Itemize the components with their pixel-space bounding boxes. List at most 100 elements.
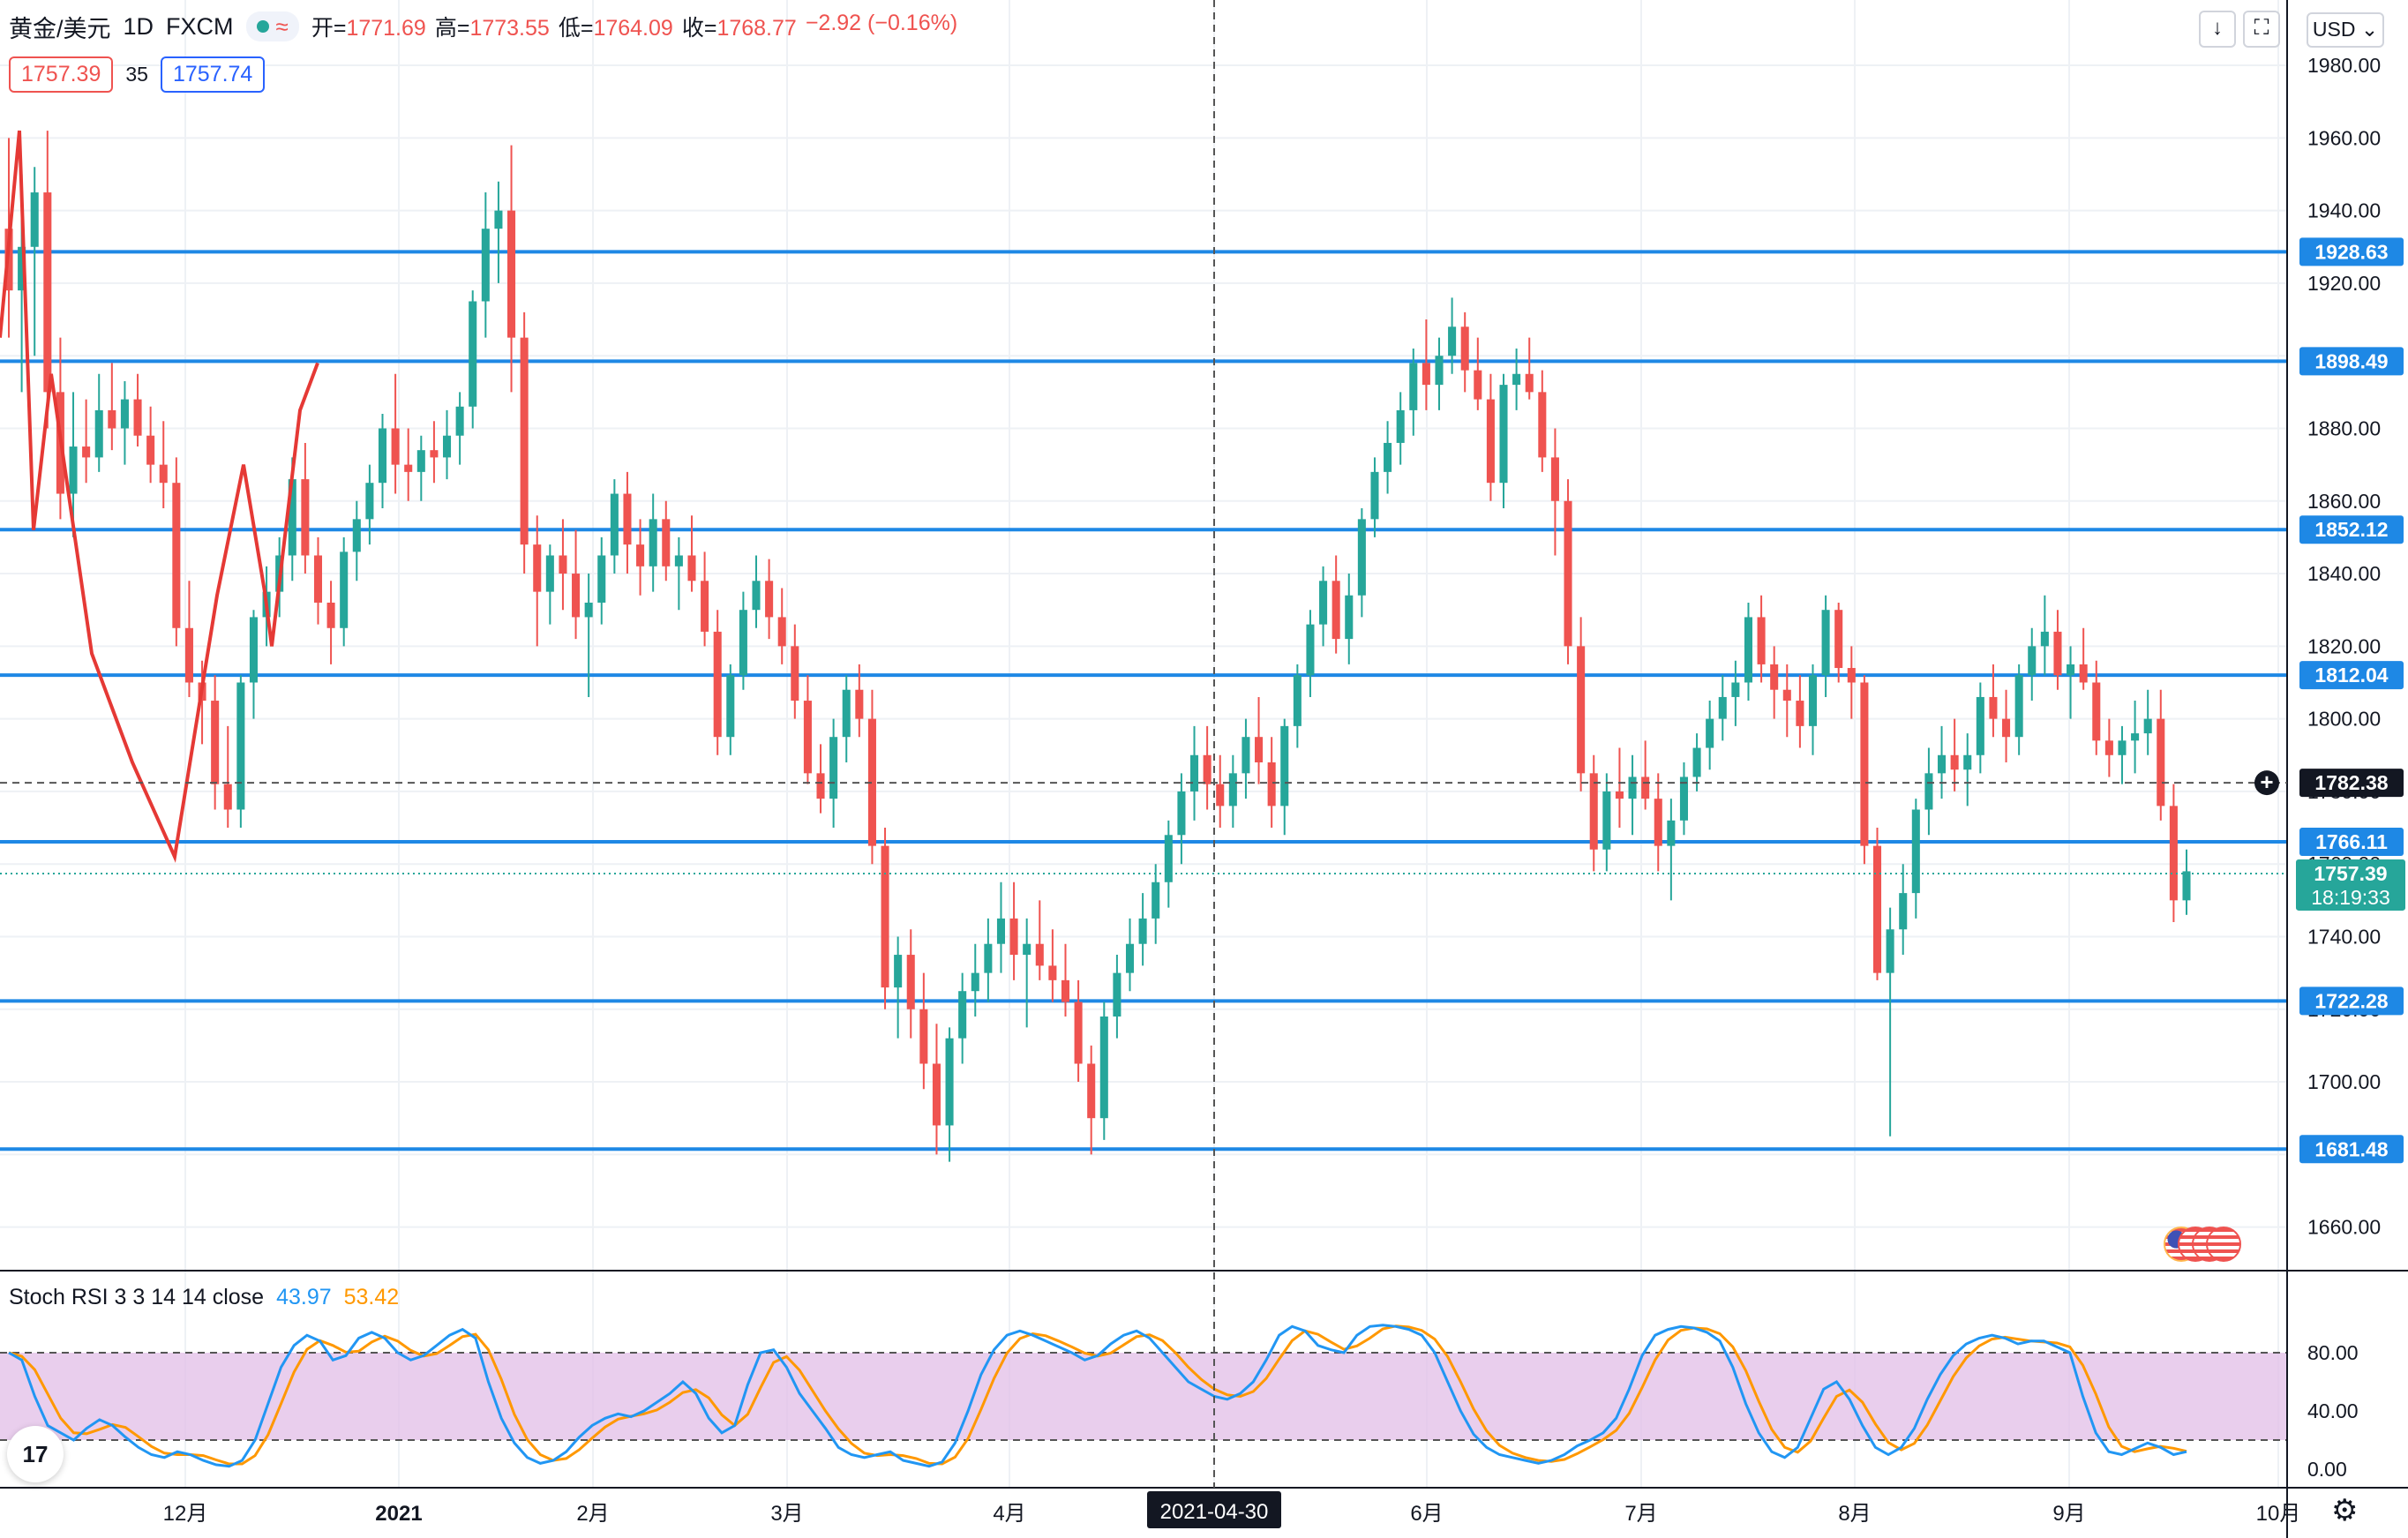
candle xyxy=(2002,718,2011,738)
candle xyxy=(288,479,296,556)
ohlc-values: 开=1771.69 高=1773.55 低=1764.09 收=1768.77 … xyxy=(311,11,958,41)
candle xyxy=(1306,624,1315,676)
candle xyxy=(945,1038,954,1126)
candle xyxy=(1782,689,1791,701)
candle xyxy=(1512,373,1521,386)
x-tick-label: 7月 xyxy=(1624,1502,1657,1526)
candle xyxy=(584,602,593,618)
candle xyxy=(559,555,567,574)
y-tick-label: 1940.00 xyxy=(2307,199,2381,222)
candle xyxy=(120,399,129,429)
candle xyxy=(1847,668,1856,683)
candle xyxy=(430,450,439,458)
candle xyxy=(1872,845,1882,973)
level-price-tag xyxy=(2299,661,2404,690)
tradingview-logo-icon[interactable]: 17 xyxy=(7,1426,64,1482)
candle xyxy=(1189,754,1199,792)
candle xyxy=(442,435,452,458)
candle xyxy=(1538,392,1547,458)
candle xyxy=(172,483,181,628)
candle xyxy=(1976,696,1984,755)
candle xyxy=(352,519,361,552)
candle xyxy=(2157,718,2165,807)
candle xyxy=(1796,701,1804,726)
candle xyxy=(1770,664,1779,690)
x-tick-label: 3月 xyxy=(770,1502,803,1526)
d-value: 53.42 xyxy=(343,1285,400,1309)
candle xyxy=(1113,972,1121,1017)
candle xyxy=(713,631,722,738)
candle xyxy=(739,610,747,676)
candle xyxy=(1950,754,1959,770)
candle xyxy=(2028,646,2037,676)
candle xyxy=(572,574,581,618)
gear-icon[interactable]: ⚙ xyxy=(2331,1494,2359,1527)
interval[interactable]: 1D xyxy=(123,12,154,40)
currency-select[interactable]: USD ⌄ xyxy=(2307,12,2384,48)
stoch-band-fill xyxy=(0,1353,2287,1440)
sell-price-button[interactable]: 1757.39 xyxy=(9,56,114,93)
market-status-badge[interactable]: ≈ xyxy=(245,11,299,41)
candle xyxy=(1332,581,1340,640)
candle xyxy=(636,544,645,566)
candle xyxy=(1474,370,1482,400)
candle xyxy=(236,682,245,810)
candle xyxy=(1731,682,1740,697)
candle xyxy=(18,246,26,291)
candle xyxy=(765,581,774,618)
candle xyxy=(469,301,477,407)
candle xyxy=(1087,1063,1096,1119)
candle xyxy=(1422,363,1430,386)
zigzag-drawing xyxy=(0,130,319,863)
x-tick-label: 12月 xyxy=(163,1502,208,1526)
candle xyxy=(816,773,825,799)
candle xyxy=(340,551,349,628)
indicator-name: Stoch RSI 3 3 14 14 close xyxy=(9,1285,265,1309)
level-price-label: 1812.04 xyxy=(2314,664,2388,686)
economic-events-flags[interactable] xyxy=(2164,1227,2241,1262)
candle xyxy=(30,192,39,247)
candle xyxy=(455,406,464,436)
candle xyxy=(1550,457,1559,501)
level-price-label: 1722.28 xyxy=(2314,989,2388,1012)
candle xyxy=(1860,682,1869,846)
candle xyxy=(507,210,516,338)
flag-icon xyxy=(2206,1227,2241,1262)
candle xyxy=(1744,617,1753,683)
candle xyxy=(777,617,786,647)
stoch-k-line xyxy=(8,1324,2187,1468)
x-tick-label: 6月 xyxy=(1410,1502,1443,1526)
candle xyxy=(687,555,696,581)
symbol-name[interactable]: 黄金/美元 xyxy=(9,15,111,42)
download-icon[interactable]: ↓ xyxy=(2199,11,2236,48)
candle xyxy=(1525,373,1534,393)
candle xyxy=(829,737,838,799)
buy-price-button[interactable]: 1757.74 xyxy=(160,56,266,93)
candle xyxy=(752,581,761,611)
indicator-legend[interactable]: Stoch RSI 3 3 14 14 close 43.97 53.42 xyxy=(9,1285,399,1310)
crosshair-price-label: 1782.38 xyxy=(2314,771,2388,794)
candle xyxy=(2092,682,2101,741)
candle xyxy=(1293,675,1302,726)
candle xyxy=(1628,777,1637,799)
candle xyxy=(82,446,91,458)
candle xyxy=(623,493,632,545)
candle xyxy=(365,483,374,520)
candle xyxy=(43,192,52,393)
candle xyxy=(906,955,915,1009)
candle xyxy=(416,450,425,472)
bid-ask-row: 1757.39 35 1757.74 xyxy=(9,56,266,93)
y-tick-label: 1740.00 xyxy=(2307,925,2381,948)
candle xyxy=(1499,385,1508,484)
y-tick-label: 1800.00 xyxy=(2307,708,2381,731)
fullscreen-icon[interactable]: ⛶ xyxy=(2243,11,2280,48)
candle xyxy=(1718,696,1727,719)
candle xyxy=(2014,675,2023,738)
candle xyxy=(1564,500,1572,647)
candle xyxy=(1641,777,1650,799)
candle xyxy=(1989,696,1998,719)
axis-labels: 1660.001680.001700.001720.001740.001760.… xyxy=(163,54,2405,1528)
candle xyxy=(133,399,142,436)
